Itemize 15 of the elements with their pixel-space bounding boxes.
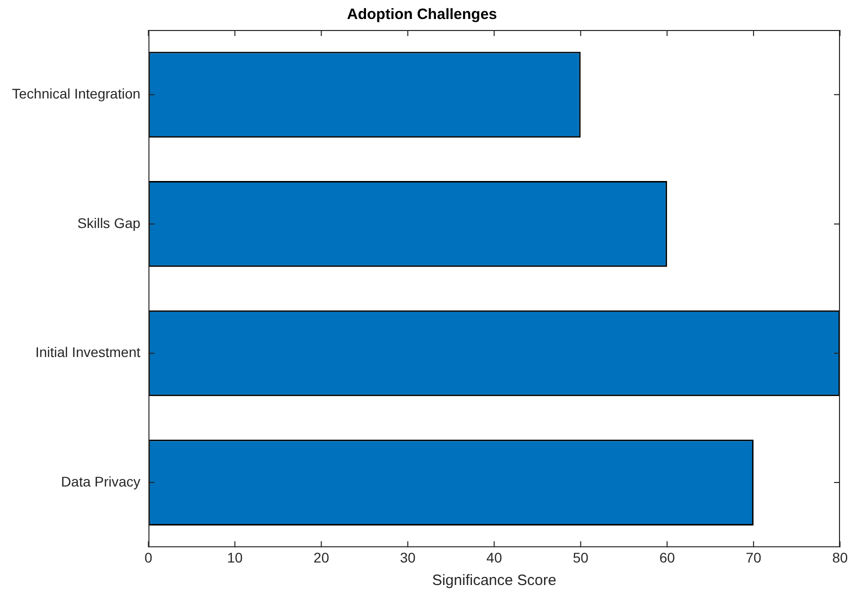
x-tick-label: 40	[486, 549, 502, 566]
x-tick-label: 80	[832, 549, 848, 566]
y-tick-label: Skills Gap	[77, 214, 141, 231]
x-tick-label: 60	[659, 549, 676, 566]
x-tick-label: 10	[227, 549, 243, 566]
x-tick-label: 50	[572, 549, 589, 566]
x-tick-label: 0	[144, 549, 153, 566]
y-tick-label: Technical Integration	[12, 86, 140, 102]
x-tick-label: 70	[746, 549, 762, 566]
x-axis-title: Significance Score	[432, 572, 556, 590]
chart-title: Adoption Challenges	[347, 6, 497, 24]
y-tick-label: Initial Investment	[35, 344, 141, 360]
x-tick-label: 20	[314, 549, 330, 566]
x-tick-label: 30	[400, 549, 416, 566]
y-tick-label: Data Privacy	[61, 473, 140, 490]
